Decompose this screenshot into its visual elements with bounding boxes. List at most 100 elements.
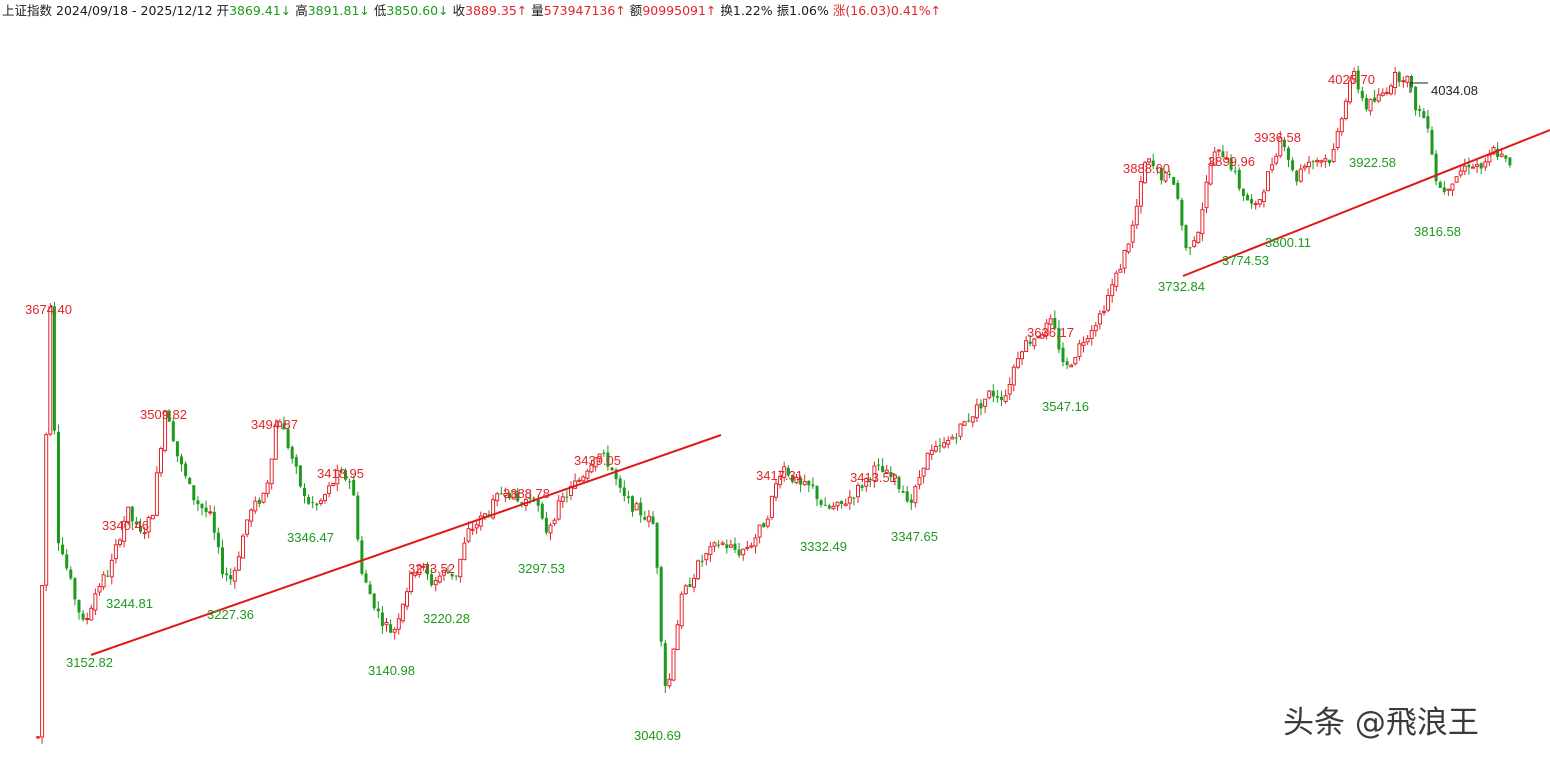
amplitude-label: 振 <box>776 3 790 18</box>
candle-body <box>1118 268 1123 273</box>
candle-body <box>188 477 192 484</box>
candle-body <box>286 429 290 448</box>
candle-body <box>48 306 53 435</box>
candle-body <box>1352 71 1357 80</box>
candle-body <box>540 503 544 519</box>
candle-body <box>762 523 766 528</box>
trendlines-layer <box>90 129 1550 656</box>
candle-body <box>606 452 610 467</box>
candle-body <box>774 483 778 498</box>
candle-body <box>1282 139 1286 148</box>
candle-body <box>241 535 245 559</box>
candle-body <box>683 585 688 595</box>
candle-body <box>249 509 254 522</box>
candle-body <box>1405 75 1410 83</box>
candle-body <box>208 511 213 514</box>
date-range: 2024/09/18 - 2025/12/12 <box>56 3 213 18</box>
candle-body <box>426 564 429 575</box>
candle-body <box>823 504 827 506</box>
candle-body <box>1081 342 1086 346</box>
candle-body <box>728 544 733 548</box>
candle-body <box>1348 80 1352 103</box>
candle-body <box>548 524 553 534</box>
candle-body <box>663 643 667 686</box>
candle-body <box>396 618 401 630</box>
candle-body <box>503 492 508 496</box>
candle-body <box>626 496 630 498</box>
candle-body <box>733 543 737 550</box>
candle-body <box>97 586 102 593</box>
candle-body <box>495 493 500 502</box>
candle-body <box>318 500 323 504</box>
candle-body <box>159 448 163 474</box>
candle-body <box>1028 341 1032 344</box>
candle-body <box>614 469 618 480</box>
candle-body <box>840 500 844 504</box>
candle-body <box>384 621 389 626</box>
candle-body <box>1389 85 1393 95</box>
candle-body <box>348 481 352 483</box>
candle-body <box>405 591 409 607</box>
candle-body <box>536 499 540 506</box>
candle-body <box>36 736 40 739</box>
candle-body <box>413 572 418 576</box>
candle-body <box>1307 161 1311 168</box>
candle-body <box>1295 170 1299 182</box>
candle-body <box>679 593 684 627</box>
candle-body <box>905 491 909 502</box>
candle-body <box>1430 130 1434 155</box>
low-label: 3547.16 <box>1042 399 1089 414</box>
candle-body <box>659 567 663 642</box>
candle-body <box>1155 167 1159 169</box>
candle-body <box>389 624 393 633</box>
candle-body <box>508 492 511 499</box>
candle-body <box>204 507 208 512</box>
candle-body <box>1204 181 1209 209</box>
candle-body <box>556 500 561 520</box>
candle-body <box>1373 97 1377 102</box>
candle-body <box>1418 109 1422 111</box>
candle-body <box>1261 191 1266 202</box>
open-value: 3869.41↓ <box>229 3 292 18</box>
candle-body <box>290 447 294 459</box>
trendline-left <box>90 434 722 656</box>
low-label: 3244.81 <box>106 596 153 611</box>
candle-body <box>860 485 864 488</box>
candle-body <box>852 497 856 499</box>
candle-body <box>511 491 516 500</box>
candle-body <box>1401 80 1406 83</box>
candle-body <box>802 481 807 486</box>
candle-body <box>437 575 442 583</box>
amount-value: 90995091↑ <box>642 3 717 18</box>
high-label: 3439.05 <box>574 453 621 468</box>
candle-body <box>877 464 880 466</box>
candle-body <box>995 396 999 398</box>
candle-body <box>81 613 85 620</box>
candle-body <box>1163 172 1168 182</box>
candle-body <box>979 403 983 409</box>
high-label: 3936.58 <box>1254 130 1301 145</box>
candle-body <box>757 524 762 538</box>
candle-body <box>1114 272 1119 287</box>
candle-body <box>57 431 60 544</box>
turnover-label: 换 <box>720 3 733 18</box>
candle-body <box>1032 338 1037 347</box>
candle-body <box>1291 160 1295 171</box>
candle-body <box>1368 98 1373 112</box>
candle-body <box>1446 188 1451 191</box>
candle-body <box>1020 351 1024 360</box>
candle-body <box>466 528 471 542</box>
candle-body <box>180 456 183 465</box>
candle-body <box>1048 318 1053 325</box>
open-label: 开 <box>216 3 230 18</box>
change-label: 涨 <box>832 3 846 18</box>
candle-body <box>1266 171 1270 192</box>
candle-body <box>380 612 384 627</box>
low-label: 3346.47 <box>287 530 334 545</box>
candle-body <box>294 457 298 467</box>
candle-body <box>470 528 475 531</box>
low-label: 3297.53 <box>518 561 565 576</box>
candle-body <box>544 517 548 533</box>
candle-body <box>1384 91 1389 94</box>
candle-body <box>881 466 885 473</box>
